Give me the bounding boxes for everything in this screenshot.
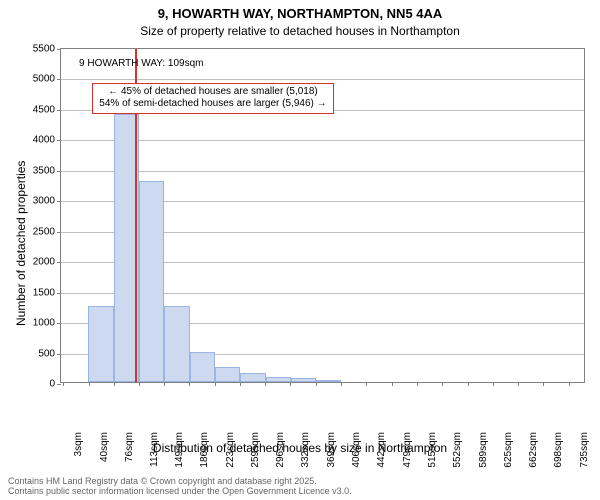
histogram-bar [139, 181, 164, 382]
x-tick-mark [316, 382, 317, 386]
x-tick-label: 698sqm [549, 432, 564, 482]
plot-area: 9 HOWARTH WAY: 109sqm ← 45% of detached … [60, 48, 585, 383]
x-tick-label: 625sqm [499, 432, 514, 482]
x-tick-label: 552sqm [448, 432, 463, 482]
footer-ogl: Contains public sector information licen… [8, 486, 352, 496]
x-tick-mark [139, 382, 140, 386]
x-tick-mark [63, 382, 64, 386]
x-tick-mark [89, 382, 90, 386]
y-tick-mark [57, 171, 61, 172]
x-tick-label: 406sqm [347, 432, 362, 482]
chart-title-address: 9, HOWARTH WAY, NORTHAMPTON, NN5 4AA [0, 6, 600, 21]
x-tick-label: 515sqm [423, 432, 438, 482]
x-tick-label: 332sqm [296, 432, 311, 482]
x-tick-label: 442sqm [372, 432, 387, 482]
x-tick-mark [189, 382, 190, 386]
x-tick-mark [215, 382, 216, 386]
x-tick-mark [543, 382, 544, 386]
x-tick-label: 76sqm [120, 432, 135, 482]
y-tick-mark [57, 354, 61, 355]
comparison-annotation-box: ← 45% of detached houses are smaller (5,… [92, 83, 334, 114]
y-tick-mark [57, 110, 61, 111]
y-tick-mark [57, 232, 61, 233]
histogram-bar [190, 352, 215, 382]
x-tick-mark [569, 382, 570, 386]
x-tick-label: 735sqm [575, 432, 590, 482]
x-tick-label: 223sqm [221, 432, 236, 482]
histogram-chart: 9, HOWARTH WAY, NORTHAMPTON, NN5 4AA Siz… [0, 0, 600, 500]
y-gridline [61, 79, 584, 80]
x-tick-label: 369sqm [322, 432, 337, 482]
x-tick-mark [341, 382, 342, 386]
x-tick-mark [290, 382, 291, 386]
histogram-bar [240, 373, 265, 382]
histogram-bar [266, 377, 291, 382]
x-tick-mark [417, 382, 418, 386]
y-tick-mark [57, 79, 61, 80]
histogram-bar [215, 367, 240, 382]
y-tick-mark [57, 201, 61, 202]
histogram-bar [316, 380, 341, 382]
histogram-bar [291, 378, 316, 382]
x-tick-label: 479sqm [398, 432, 413, 482]
x-tick-mark [366, 382, 367, 386]
x-tick-mark [240, 382, 241, 386]
x-tick-mark [468, 382, 469, 386]
histogram-bar [164, 306, 189, 382]
y-tick-mark [57, 140, 61, 141]
x-tick-label: 3sqm [69, 432, 84, 482]
y-tick-mark [57, 262, 61, 263]
y-tick-mark [57, 384, 61, 385]
x-tick-mark [164, 382, 165, 386]
x-tick-label: 296sqm [271, 432, 286, 482]
annotation-smaller-text: ← 45% of detached houses are smaller (5,… [97, 86, 329, 99]
x-tick-mark [442, 382, 443, 386]
x-tick-label: 662sqm [524, 432, 539, 482]
x-tick-mark [518, 382, 519, 386]
y-gridline [61, 171, 584, 172]
x-tick-mark [265, 382, 266, 386]
x-tick-label: 40sqm [95, 432, 110, 482]
annotation-larger-text: 54% of semi-detached houses are larger (… [97, 98, 329, 111]
x-tick-mark [392, 382, 393, 386]
x-tick-label: 259sqm [246, 432, 261, 482]
footer-land-registry: Contains HM Land Registry data © Crown c… [8, 476, 352, 486]
x-tick-label: 149sqm [170, 432, 185, 482]
attribution-footer: Contains HM Land Registry data © Crown c… [0, 476, 352, 496]
x-tick-mark [114, 382, 115, 386]
x-tick-label: 113sqm [145, 432, 160, 482]
y-tick-mark [57, 293, 61, 294]
y-gridline [61, 140, 584, 141]
chart-title-description: Size of property relative to detached ho… [0, 24, 600, 38]
x-tick-mark [493, 382, 494, 386]
y-tick-mark [57, 49, 61, 50]
subject-property-label: 9 HOWARTH WAY: 109sqm [79, 58, 203, 69]
y-axis-label: Number of detached properties [14, 160, 28, 325]
histogram-bar [88, 306, 113, 382]
y-tick-mark [57, 323, 61, 324]
x-tick-label: 186sqm [195, 432, 210, 482]
x-tick-label: 589sqm [474, 432, 489, 482]
